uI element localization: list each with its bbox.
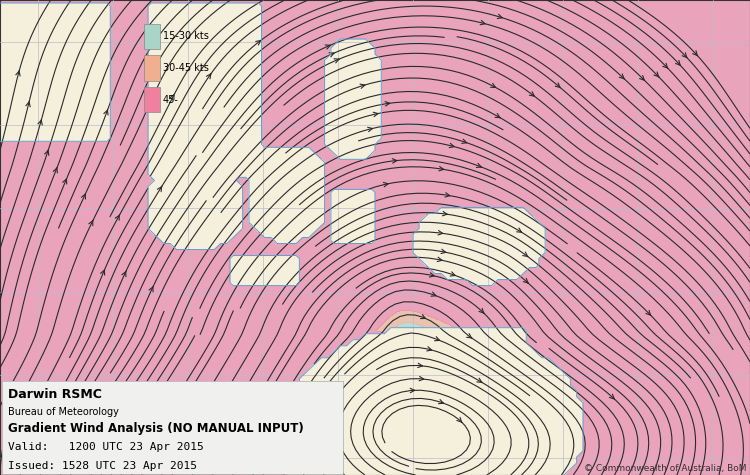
Bar bbox=[144, 87, 160, 112]
FancyArrowPatch shape bbox=[434, 337, 439, 341]
FancyArrowPatch shape bbox=[421, 314, 425, 319]
FancyArrowPatch shape bbox=[329, 53, 334, 57]
Text: Darwin RSMC: Darwin RSMC bbox=[8, 388, 102, 401]
FancyArrowPatch shape bbox=[429, 273, 434, 277]
FancyArrowPatch shape bbox=[555, 83, 560, 87]
FancyArrowPatch shape bbox=[410, 388, 415, 393]
FancyArrowPatch shape bbox=[640, 76, 644, 80]
FancyArrowPatch shape bbox=[146, 392, 150, 398]
FancyArrowPatch shape bbox=[44, 150, 49, 155]
FancyArrowPatch shape bbox=[418, 363, 422, 368]
FancyArrowPatch shape bbox=[439, 399, 443, 404]
FancyArrowPatch shape bbox=[441, 249, 446, 254]
FancyArrowPatch shape bbox=[523, 252, 528, 256]
FancyArrowPatch shape bbox=[149, 404, 154, 409]
FancyArrowPatch shape bbox=[256, 40, 261, 45]
FancyArrowPatch shape bbox=[439, 166, 444, 171]
Text: Bureau of Meteorology: Bureau of Meteorology bbox=[8, 408, 119, 418]
Text: Gradient Wind Analysis (NO MANUAL INPUT): Gradient Wind Analysis (NO MANUAL INPUT) bbox=[8, 422, 304, 435]
FancyArrowPatch shape bbox=[360, 84, 365, 88]
FancyArrowPatch shape bbox=[185, 392, 190, 398]
Text: © Commonwealth of Australia, BoM: © Commonwealth of Australia, BoM bbox=[584, 464, 746, 473]
FancyArrowPatch shape bbox=[495, 114, 500, 118]
Bar bbox=[144, 24, 160, 49]
FancyArrowPatch shape bbox=[610, 394, 614, 399]
FancyArrowPatch shape bbox=[374, 112, 378, 116]
FancyArrowPatch shape bbox=[16, 70, 20, 76]
FancyArrowPatch shape bbox=[437, 257, 442, 262]
FancyArrowPatch shape bbox=[115, 392, 119, 398]
FancyArrowPatch shape bbox=[427, 347, 432, 351]
Text: 45-: 45- bbox=[163, 95, 178, 104]
FancyArrowPatch shape bbox=[462, 139, 466, 143]
FancyArrowPatch shape bbox=[149, 286, 153, 292]
FancyArrowPatch shape bbox=[122, 271, 126, 276]
FancyArrowPatch shape bbox=[682, 53, 687, 58]
FancyArrowPatch shape bbox=[477, 378, 482, 382]
FancyArrowPatch shape bbox=[152, 64, 157, 69]
FancyArrowPatch shape bbox=[654, 72, 659, 77]
FancyArrowPatch shape bbox=[116, 215, 120, 220]
FancyArrowPatch shape bbox=[100, 269, 105, 275]
Text: 30-45 kts: 30-45 kts bbox=[163, 63, 209, 73]
FancyArrowPatch shape bbox=[646, 310, 651, 315]
FancyArrowPatch shape bbox=[38, 119, 42, 125]
FancyArrowPatch shape bbox=[104, 109, 108, 115]
FancyArrowPatch shape bbox=[445, 193, 450, 197]
FancyArrowPatch shape bbox=[450, 272, 455, 276]
FancyArrowPatch shape bbox=[449, 143, 454, 148]
FancyArrowPatch shape bbox=[476, 163, 482, 168]
FancyArrowPatch shape bbox=[82, 193, 86, 199]
FancyArrowPatch shape bbox=[392, 159, 397, 163]
FancyArrowPatch shape bbox=[676, 60, 680, 66]
FancyArrowPatch shape bbox=[480, 20, 485, 25]
FancyArrowPatch shape bbox=[466, 333, 472, 338]
FancyArrowPatch shape bbox=[385, 102, 390, 106]
FancyArrowPatch shape bbox=[438, 230, 442, 235]
Text: Valid:   1200 UTC 23 Apr 2015: Valid: 1200 UTC 23 Apr 2015 bbox=[8, 442, 204, 452]
FancyArrowPatch shape bbox=[663, 63, 668, 68]
FancyArrowPatch shape bbox=[206, 74, 212, 79]
FancyArrowPatch shape bbox=[431, 292, 436, 296]
FancyArrowPatch shape bbox=[620, 74, 624, 79]
FancyArrowPatch shape bbox=[419, 376, 424, 381]
FancyArrowPatch shape bbox=[63, 179, 67, 184]
FancyArrowPatch shape bbox=[524, 278, 528, 283]
Text: Issued: 1528 UTC 23 Apr 2015: Issued: 1528 UTC 23 Apr 2015 bbox=[8, 461, 197, 471]
FancyArrowPatch shape bbox=[457, 418, 462, 422]
FancyArrowPatch shape bbox=[88, 220, 93, 226]
FancyArrowPatch shape bbox=[368, 127, 373, 132]
FancyArrowPatch shape bbox=[497, 14, 502, 19]
Bar bbox=[144, 56, 160, 81]
FancyArrowPatch shape bbox=[530, 92, 535, 96]
FancyArrowPatch shape bbox=[326, 45, 330, 49]
FancyArrowPatch shape bbox=[334, 59, 339, 63]
FancyArrowPatch shape bbox=[517, 228, 522, 232]
FancyArrowPatch shape bbox=[53, 167, 57, 173]
FancyArrowPatch shape bbox=[693, 51, 698, 56]
FancyArrowPatch shape bbox=[383, 182, 388, 187]
FancyArrowPatch shape bbox=[490, 83, 496, 87]
Text: 15-30 kts: 15-30 kts bbox=[163, 31, 209, 41]
FancyArrowPatch shape bbox=[479, 308, 484, 314]
FancyArrowPatch shape bbox=[442, 211, 447, 216]
FancyArrowPatch shape bbox=[26, 101, 30, 107]
FancyArrowPatch shape bbox=[158, 186, 162, 192]
FancyArrowPatch shape bbox=[170, 94, 174, 100]
